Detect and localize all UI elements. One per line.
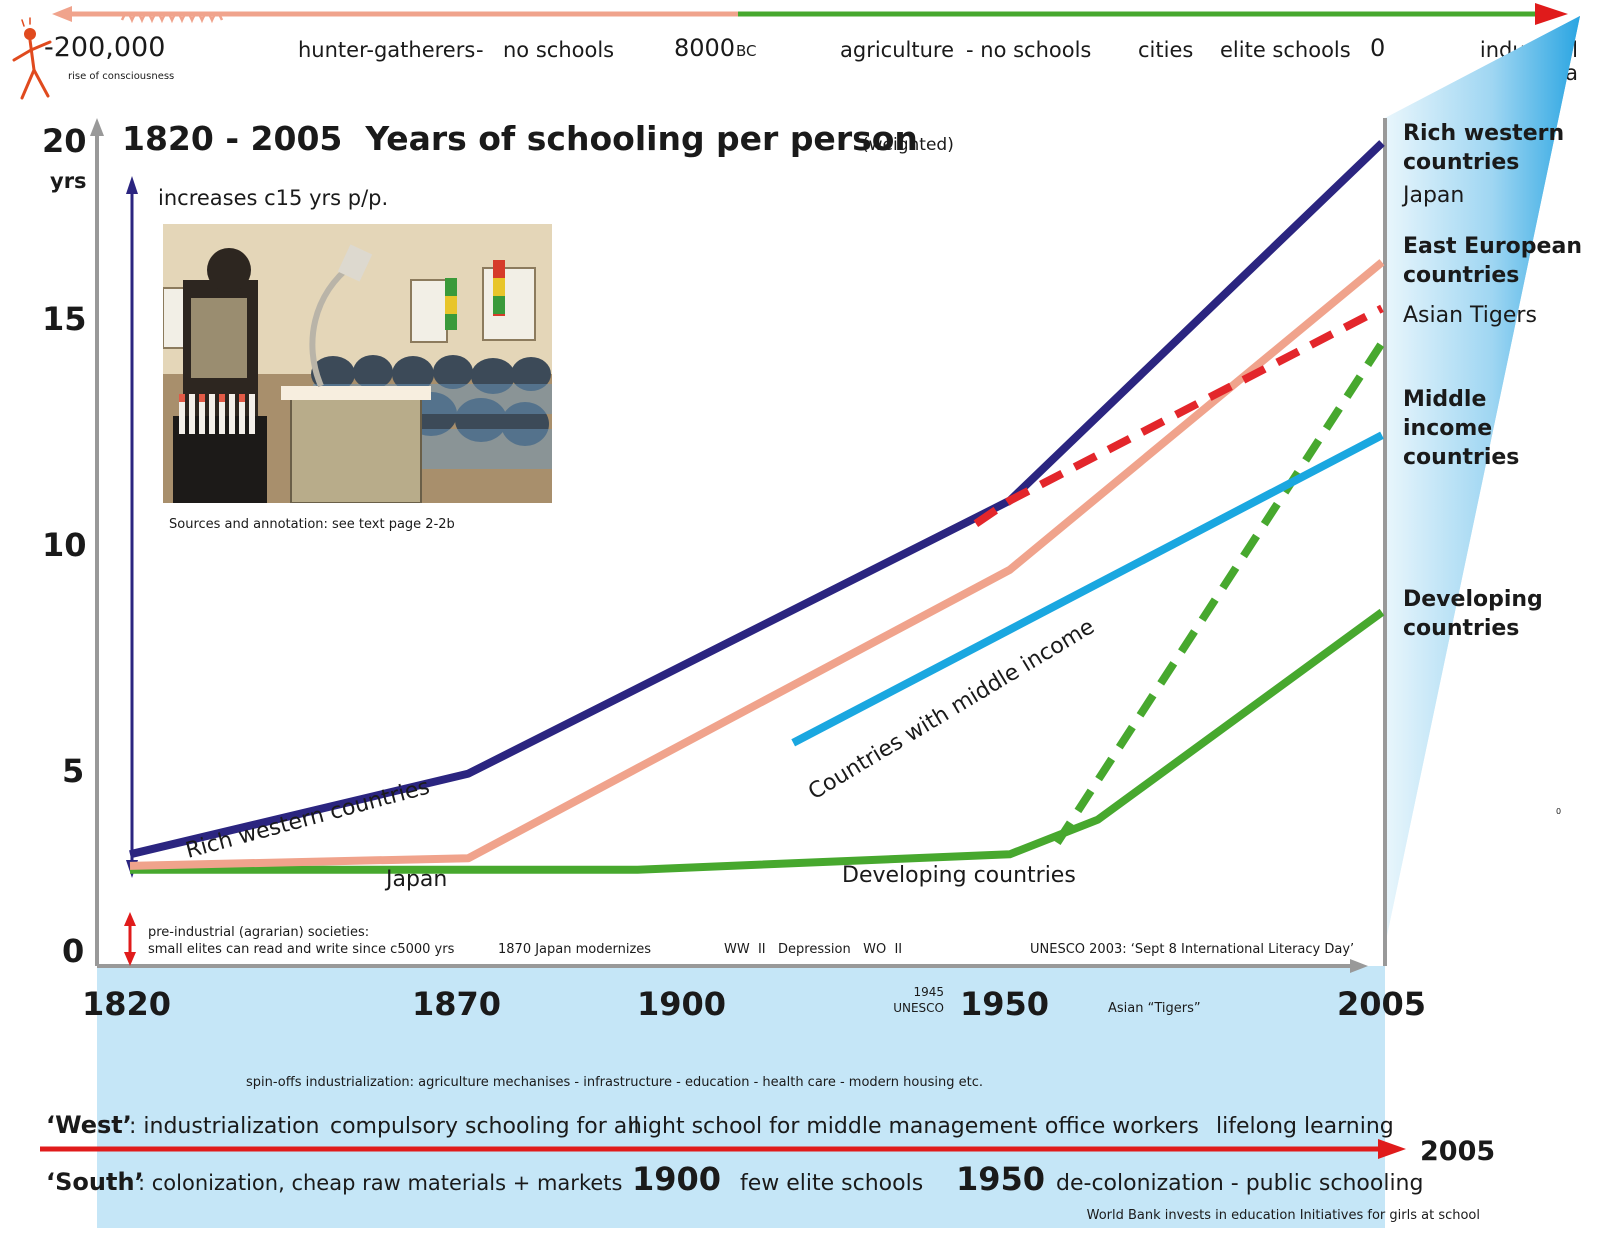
right-legend: Rich western countries Japan East Europe…	[1401, 121, 1582, 641]
series-line-countries-with-middle-income	[791, 431, 1384, 747]
timeline-hunter: hunter-gatherers	[298, 38, 475, 62]
top-timeline: -200,000 rise of consciousness hunter-ga…	[12, 3, 1578, 100]
timeline-bc-year: 8000	[674, 34, 735, 62]
night-school-text: night school for middle management	[628, 1114, 1036, 1139]
y-tick-15: 15	[42, 300, 87, 338]
x-tick-1900: 1900	[637, 985, 726, 1023]
west-label: ‘West’	[46, 1111, 132, 1139]
unesco-label: UNESCO	[893, 1001, 944, 1015]
timeline-elite-schools: elite schools	[1220, 38, 1351, 62]
stick-figure-icon	[12, 17, 52, 100]
legend-east-1: East European	[1403, 234, 1582, 259]
world-bank-text: World Bank invests in education Initiati…	[1087, 1208, 1480, 1223]
timeline-start-sub: rise of consciousness	[68, 71, 174, 82]
industrial-era-wedge-core	[1385, 16, 1580, 945]
y-tick-0: 0	[62, 932, 84, 970]
bottom-red-arrow	[40, 1139, 1406, 1159]
y-tick-5: 5	[62, 752, 84, 790]
baseline-arrow	[124, 912, 136, 966]
bottom-arrow-year: 2005	[1420, 1136, 1495, 1167]
chart-title-suffix: (weighted)	[862, 135, 954, 155]
west-text: : industrialization	[129, 1114, 320, 1139]
series-line-rich-western-countries	[129, 140, 1385, 859]
x-tick-1870: 1870	[412, 985, 501, 1023]
legend-dev-1: Developing	[1403, 587, 1543, 612]
series-line-asian-tigers	[1053, 340, 1386, 845]
x-tick-1820: 1820	[82, 985, 171, 1023]
south-year-1950: 1950	[956, 1160, 1045, 1198]
y-axis-unit: yrs	[50, 169, 87, 193]
legend-rich-1: Rich western	[1403, 121, 1564, 146]
pre-industrial-line-2: small elites can read and write since c5…	[148, 942, 455, 957]
office-text: - office workers	[1030, 1114, 1199, 1139]
timeline-no-schools-1: no schools	[503, 38, 614, 62]
lifelong-text: lifelong learning	[1216, 1114, 1394, 1139]
timeline-start-label: -200,000	[44, 32, 165, 63]
few-elite-text: few elite schools	[740, 1171, 923, 1196]
decolonization-text: de-colonization - public schooling	[1056, 1171, 1423, 1196]
unesco-year: 1945	[913, 985, 944, 999]
range-arrow	[126, 176, 138, 878]
x-axis-arrowhead	[1350, 959, 1368, 973]
y-axis-arrowhead	[90, 118, 104, 136]
timeline-zero: 0	[1370, 34, 1385, 62]
legend-middle-3: countries	[1403, 445, 1519, 470]
timeline-no-schools-2: - no schools	[966, 38, 1091, 62]
source-note: Sources and annotation: see text page 2-…	[169, 517, 455, 532]
bottom-band	[97, 966, 1385, 1228]
asian-tigers-x-label: Asian “Tigers”	[1108, 1001, 1201, 1016]
small-mark: 0	[1556, 807, 1561, 816]
south-year-1900: 1900	[632, 1160, 721, 1198]
legend-rich-2: countries	[1403, 150, 1519, 175]
line-label-developing: Developing countries	[842, 863, 1076, 888]
spinoffs-text: spin-offs industrialization: agriculture…	[246, 1075, 983, 1090]
ww-events-note: WW II Depression WO II	[724, 942, 902, 957]
south-text: : colonization, cheap raw materials + ma…	[138, 1171, 622, 1195]
japan-modernizes-note: 1870 Japan modernizes	[498, 942, 651, 957]
y-tick-10: 10	[42, 526, 87, 564]
range-arrow-label: increases c15 yrs p/p.	[158, 186, 388, 210]
timeline-agriculture: agriculture	[840, 38, 954, 62]
unesco-2003-note: UNESCO 2003: ‘Sept 8 International Liter…	[1030, 942, 1354, 957]
legend-japan: Japan	[1401, 183, 1464, 208]
pre-industrial-line-1: pre-industrial (agrarian) societies:	[148, 925, 369, 940]
timeline-bc-suffix: BC	[736, 42, 757, 60]
x-tick-2005: 2005	[1337, 985, 1426, 1023]
compulsory-text: compulsory schooling for all	[330, 1114, 639, 1139]
timeline-left-arrowhead	[52, 6, 72, 22]
series-layer	[129, 140, 1386, 874]
line-label-japan: Japan	[384, 867, 447, 892]
axes	[90, 118, 1387, 973]
legend-middle-1: Middle	[1403, 387, 1486, 412]
legend-tigers: Asian Tigers	[1403, 303, 1537, 328]
series-line-developing-countries	[130, 608, 1385, 874]
series-line-east-european-countries	[973, 304, 1384, 528]
timeline-right-arrowhead	[1535, 3, 1568, 25]
line-label-rich: Rich western countries	[183, 775, 432, 864]
timeline-cities: cities	[1138, 38, 1193, 62]
x-tick-1950: 1950	[960, 985, 1049, 1023]
classroom-photo	[163, 224, 552, 503]
y-tick-20: 20	[42, 122, 87, 160]
legend-middle-2: income	[1403, 416, 1492, 441]
south-label: ‘South’	[46, 1168, 144, 1196]
chart-title: 1820 - 2005 Years of schooling per perso…	[122, 119, 918, 158]
series-line-japan	[129, 259, 1385, 870]
legend-east-2: countries	[1403, 263, 1519, 288]
timeline-dash: -	[476, 38, 484, 62]
timeline-squiggle	[120, 12, 224, 24]
legend-dev-2: countries	[1403, 616, 1519, 641]
